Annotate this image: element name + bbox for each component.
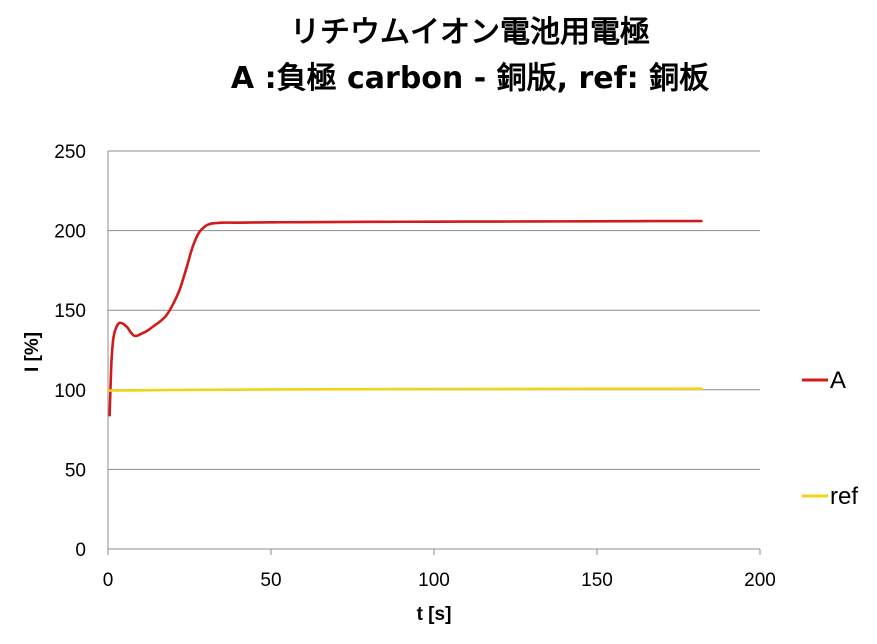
y-tick-label: 150 — [54, 301, 86, 322]
y-tick-label: 200 — [54, 222, 86, 243]
x-tick-label: 200 — [744, 570, 776, 591]
series-line-A — [108, 219, 703, 417]
x-tick-label: 0 — [103, 570, 114, 591]
plot-area: 0 50 100 150 200 250 0 50 100 150 200 — [54, 142, 776, 591]
legend-label-ref: ref — [830, 483, 858, 510]
y-axis-label: I [%] — [22, 332, 43, 372]
y-tick-label: 250 — [54, 142, 86, 163]
x-tick-label: 100 — [418, 570, 450, 591]
x-tick-label: 50 — [260, 570, 281, 591]
chart-title: リチウムイオン電池用電極 — [290, 15, 650, 50]
series-line-ref — [106, 387, 703, 392]
y-tick-label: 50 — [65, 460, 86, 481]
x-tick-label: 150 — [581, 570, 613, 591]
y-tick-label: 100 — [54, 381, 86, 402]
y-tick-label: 0 — [75, 540, 86, 561]
x-axis-label: t [s] — [417, 604, 452, 625]
legend-label-A: A — [830, 367, 846, 394]
chart-subtitle: A :負極 carbon - 銅版, ref: 銅板 — [231, 61, 709, 96]
